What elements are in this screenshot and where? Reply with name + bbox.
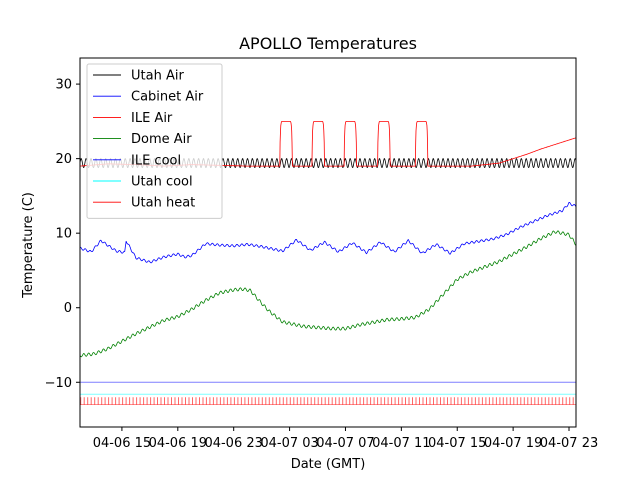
y-tick-label: 30 — [55, 78, 72, 93]
legend: Utah Air Cabinet Air ILE Air Dome Air ILE co… — [86, 63, 223, 219]
legend-label: ILE Air — [131, 111, 173, 126]
x-tick-label: 04-07 23 — [540, 436, 598, 451]
legend-box — [86, 63, 223, 219]
x-tick-label: 04-07 15 — [428, 436, 486, 451]
y-tick-label: 10 — [55, 227, 72, 242]
legend-label: Dome Air — [131, 132, 192, 147]
plot-frame — [79, 57, 577, 428]
x-tick-label: 04-07 11 — [372, 436, 430, 451]
legend-label: Utah Air — [131, 69, 184, 84]
x-tick-label: 04-06 15 — [93, 436, 151, 451]
y-tick-label: 0 — [64, 301, 72, 316]
series-pulses-utah-heat — [80, 397, 574, 405]
x-tick-label: 04-06 19 — [149, 436, 207, 451]
legend-label: Utah cool — [131, 175, 193, 190]
x-tick-label: 04-07 03 — [260, 436, 318, 451]
x-axis-label: Date (GMT) — [291, 457, 366, 472]
legend-label: Utah heat — [131, 196, 195, 211]
x-tick-label: 04-07 07 — [316, 436, 374, 451]
series-line-cabinet-air — [80, 202, 576, 264]
x-tick-label: 04-06 23 — [204, 436, 262, 451]
legend-label: ILE cool — [131, 153, 181, 168]
series-line-dome-air — [80, 230, 576, 358]
y-tick-label: −10 — [45, 376, 72, 391]
y-axis-label: Temperature (C) — [21, 192, 36, 299]
y-tick-label: 20 — [55, 152, 72, 167]
x-tick-label: 04-07 19 — [484, 436, 542, 451]
legend-label: Cabinet Air — [131, 90, 204, 105]
chart-title: APOLLO Temperatures — [239, 34, 417, 53]
